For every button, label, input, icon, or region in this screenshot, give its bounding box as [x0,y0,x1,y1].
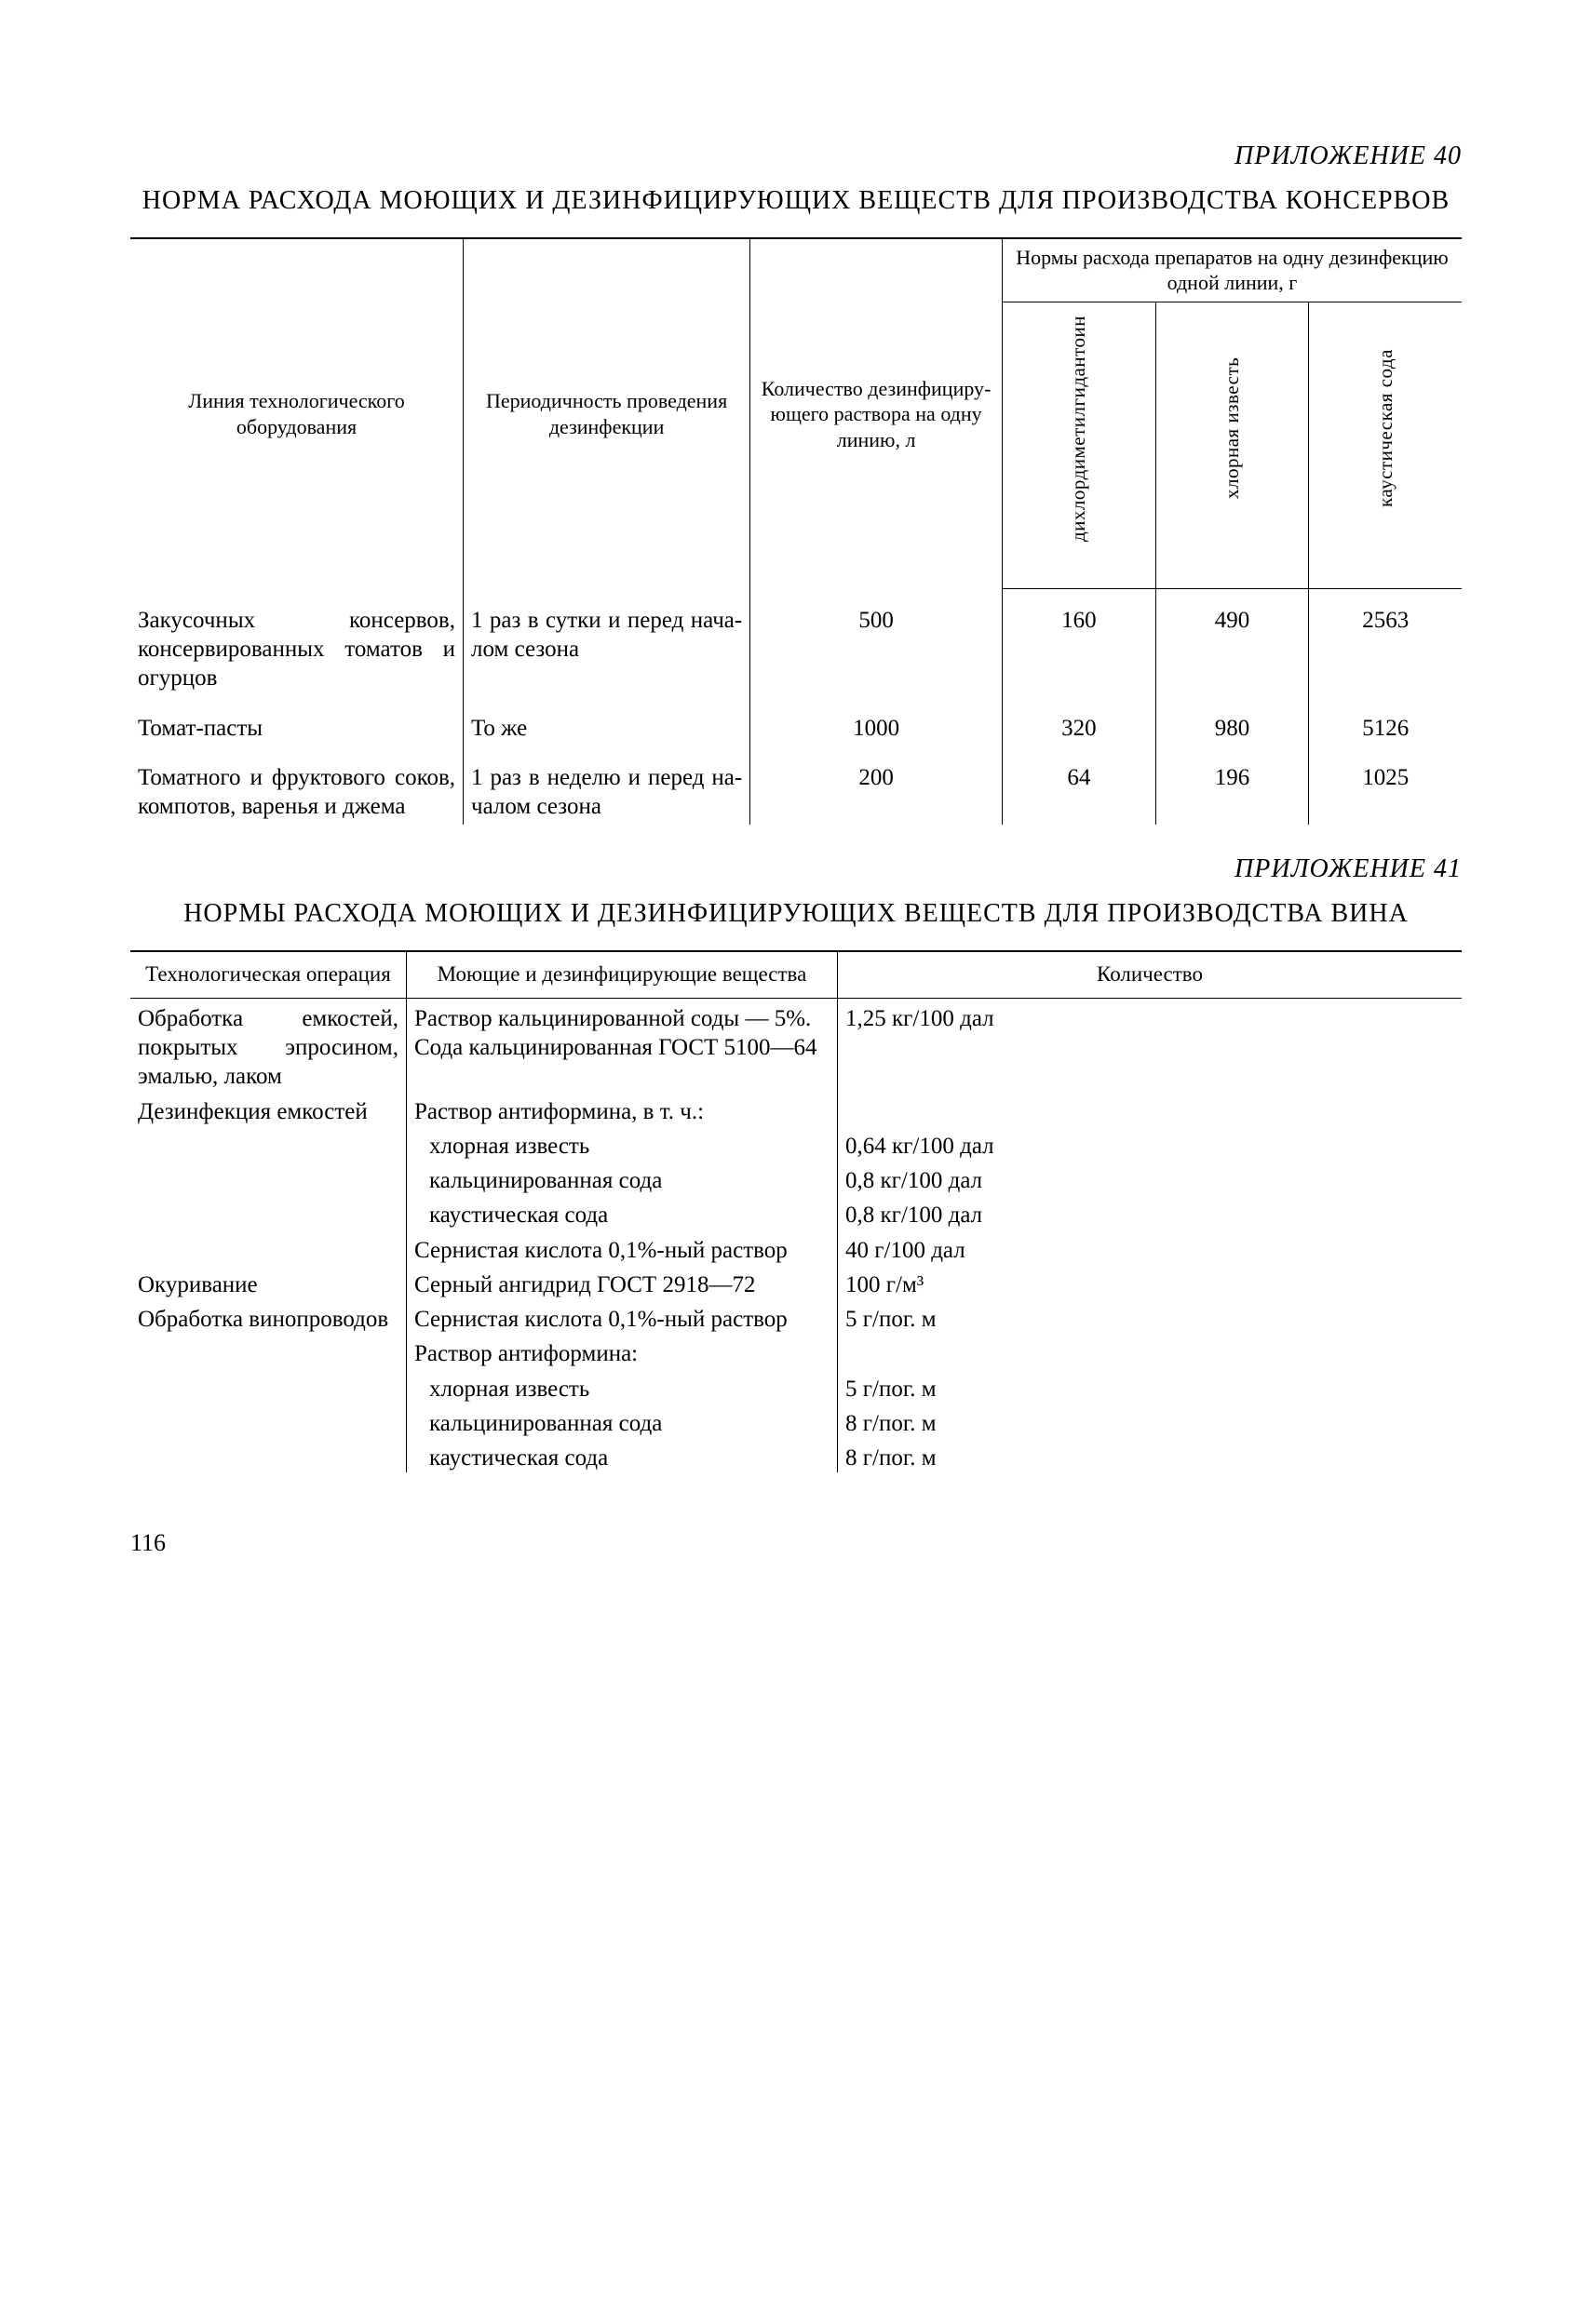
cell-c2: Серный ангидрид ГОСТ 2918—72 [407,1265,838,1299]
cell-c1 [130,1334,407,1368]
table-40: Линия технологического оборудования Пери… [130,237,1462,826]
cell-c2: каустическая сода [407,1438,838,1472]
cell-c1: Обработка емко­стей, покрытых эпросином,… [130,998,407,1091]
cell-v2: 490 [1155,589,1309,697]
table-row: Закусочных консер­вов, консервиро­ванных… [130,589,1462,697]
cell-c2: Раствор кальцинированной соды — 5%. Сода… [407,998,838,1091]
table-row: Дезинфекция ем­костейРаствор антиформина… [130,1092,1462,1126]
cell-v1: 64 [1002,746,1155,826]
cell-qty: 500 [750,589,1003,697]
table-40-body: Закусочных консер­вов, консервиро­ванных… [130,589,1462,826]
table-row: ОкуриваниеСерный ангидрид ГОСТ 2918—7210… [130,1265,1462,1299]
table-row: хлорная известь0,64 кг/100 дал [130,1126,1462,1161]
page-number: 116 [130,1528,1462,1559]
th-c2: Моющие и дезинфицирующие вещества [407,951,838,998]
cell-c3: 100 г/м³ [838,1265,1463,1299]
cell-line: Томат-пасты [130,697,464,746]
cell-c1 [130,1195,407,1229]
cell-c3: 40 г/100 дал [838,1230,1463,1265]
appendix-40-label: ПРИЛОЖЕНИЕ 40 [130,140,1462,172]
cell-c3: 5 г/пог. м [838,1299,1463,1334]
table-41-body: Обработка емко­стей, покрытых эпросином,… [130,998,1462,1472]
cell-v2: 980 [1155,697,1309,746]
cell-c3: 0,8 кг/100 дал [838,1195,1463,1229]
table-row: Сернистая кислота 0,1%-ный раствор40 г/1… [130,1230,1462,1265]
cell-c1 [130,1369,407,1404]
cell-v3: 2563 [1309,589,1462,697]
cell-c1 [130,1161,407,1195]
cell-c1: Обработка вино­проводов [130,1299,407,1334]
cell-c3: 5 г/пог. м [838,1369,1463,1404]
th-v3: каустическая сода [1309,302,1462,589]
cell-c3: 0,64 кг/100 дал [838,1126,1463,1161]
table-row: Обработка вино­проводовСернистая кислота… [130,1299,1462,1334]
cell-c1 [130,1438,407,1472]
cell-c3: 0,8 кг/100 дал [838,1161,1463,1195]
cell-period: 1 раз в сутки и перед нача­лом сезона [464,589,750,697]
cell-c2: хлорная известь [407,1369,838,1404]
cell-c2: Раствор антиформина, в т. ч.: [407,1092,838,1126]
table-41: Технологическая операция Моющие и дезинф… [130,950,1462,1472]
table-row: кальцинированная сода0,8 кг/100 дал [130,1161,1462,1195]
cell-c2: каустическая сода [407,1195,838,1229]
cell-c3: 1,25 кг/100 дал [838,998,1463,1091]
appendix-41-title: НОРМЫ РАСХОДА МОЮЩИХ И ДЕЗИНФИЦИРУЮЩИХ В… [130,896,1462,932]
cell-qty: 200 [750,746,1003,826]
cell-c3: 8 г/пог. м [838,1404,1463,1438]
th-v2: хлорная известь [1155,302,1309,589]
cell-c2: Сернистая кислота 0,1%-ный раствор [407,1230,838,1265]
cell-c1 [130,1126,407,1161]
table-row: каустическая сода8 г/пог. м [130,1438,1462,1472]
table-row: Раствор антиформина: [130,1334,1462,1368]
th-qty: Количество дезинфициру­ющего раствора на… [750,238,1003,589]
cell-c2: кальцинированная сода [407,1404,838,1438]
cell-v1: 320 [1002,697,1155,746]
cell-qty: 1000 [750,697,1003,746]
table-row: Обработка емко­стей, покрытых эпросином,… [130,998,1462,1091]
th-c3: Количество [838,951,1463,998]
cell-c2: Раствор антиформина: [407,1334,838,1368]
cell-c2: Сернистая кислота 0,1%-ный раствор [407,1299,838,1334]
table-row: кальцинированная сода8 г/пог. м [130,1404,1462,1438]
cell-v2: 196 [1155,746,1309,826]
th-period: Периодичность проведения дезинфекции [464,238,750,589]
cell-c3 [838,1334,1463,1368]
cell-line: Томатного и фрук­тового соков, компотов,… [130,746,464,826]
cell-c1: Дезинфекция ем­костей [130,1092,407,1126]
appendix-41-label: ПРИЛОЖЕНИЕ 41 [130,853,1462,885]
cell-c2: кальцинированная сода [407,1161,838,1195]
table-row: хлорная известь5 г/пог. м [130,1369,1462,1404]
th-v1: дихлордиме­тилгидантоин [1002,302,1155,589]
table-row: каустическая сода0,8 кг/100 дал [130,1195,1462,1229]
th-c1: Технологическая операция [130,951,407,998]
cell-period: 1 раз в неде­лю и перед на­чалом сезона [464,746,750,826]
cell-c1 [130,1230,407,1265]
th-norm-group: Нормы расхода препа­ратов на одну дезин­… [1002,238,1462,302]
cell-c3: 8 г/пог. м [838,1438,1463,1472]
cell-c1: Окуривание [130,1265,407,1299]
th-line: Линия технологического оборудования [130,238,464,589]
cell-v3: 1025 [1309,746,1462,826]
cell-c2: хлорная известь [407,1126,838,1161]
cell-v1: 160 [1002,589,1155,697]
appendix-40-title: НОРМА РАСХОДА МОЮЩИХ И ДЕЗИНФИЦИРУЮЩИХ В… [130,183,1462,219]
table-row: Томатного и фрук­тового соков, компотов,… [130,746,1462,826]
table-row: Томат-пастыТо же10003209805126 [130,697,1462,746]
cell-c1 [130,1404,407,1438]
cell-c3 [838,1092,1463,1126]
cell-line: Закусочных консер­вов, консервиро­ванных… [130,589,464,697]
cell-v3: 5126 [1309,697,1462,746]
cell-period: То же [464,697,750,746]
